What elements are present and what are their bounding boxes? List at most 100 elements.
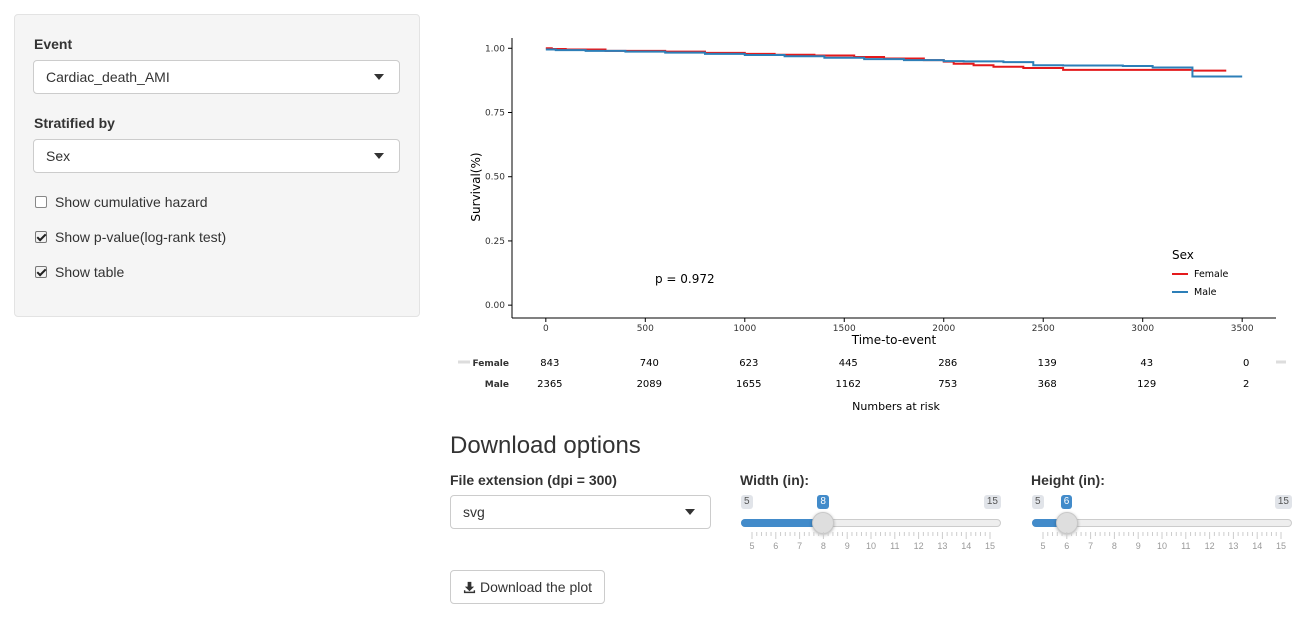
risk-table: Female 843 740 623 445 286 139 43 0 Male 2365 2089 1… bbox=[458, 358, 1286, 390]
width-slider-min: 5 bbox=[741, 495, 753, 509]
pvalue-checkbox[interactable] bbox=[35, 231, 47, 243]
height-slider-max: 15 bbox=[1274, 495, 1292, 509]
x-tick-label: 0 bbox=[543, 324, 549, 334]
download-plot-label: Download the plot bbox=[479, 579, 593, 595]
chevron-down-icon bbox=[374, 74, 384, 80]
download-options-heading: Download options bbox=[450, 432, 641, 459]
event-select[interactable]: Cardiac_death_AMI bbox=[33, 60, 400, 94]
x-tick-label: 3500 bbox=[1231, 324, 1254, 334]
risk-cell: 445 bbox=[839, 358, 858, 369]
event-select-value: Cardiac_death_AMI bbox=[46, 69, 170, 85]
height-slider-handle[interactable] bbox=[1055, 512, 1078, 534]
risk-cell: 623 bbox=[739, 358, 758, 369]
slider-grid-label: 9 bbox=[1136, 541, 1141, 551]
stratified-by-select[interactable]: Sex bbox=[33, 139, 400, 173]
survival-plot: 0.00 0.25 0.50 0.75 1.00 0 500 1000 1500 2000 2500… bbox=[458, 38, 1286, 413]
y-axis-label: Survival(%) bbox=[469, 152, 483, 221]
slider-grid-label: 9 bbox=[845, 541, 850, 551]
slider-grid-label: 11 bbox=[890, 541, 899, 551]
stratified-by-label: Stratified by bbox=[34, 115, 115, 131]
slider-grid-label: 8 bbox=[821, 541, 826, 551]
width-label: Width (in): bbox=[740, 472, 810, 488]
risk-cell: 43 bbox=[1140, 358, 1153, 369]
cumulative-hazard-option[interactable]: Show cumulative hazard bbox=[35, 193, 208, 211]
slider-grid-label: 14 bbox=[1252, 541, 1262, 551]
legend-title: Sex bbox=[1172, 248, 1194, 262]
risk-cell: 2365 bbox=[537, 379, 562, 390]
slider-grid-label: 5 bbox=[749, 541, 754, 551]
risk-cell: 0 bbox=[1243, 358, 1249, 369]
y-tick-label: 0.50 bbox=[485, 173, 505, 183]
height-slider-bar bbox=[1032, 519, 1067, 527]
risk-table-title: Numbers at risk bbox=[852, 400, 940, 413]
slider-grid-label: 6 bbox=[1064, 541, 1069, 551]
y-tick-label: 0.00 bbox=[485, 301, 505, 311]
file-extension-label: File extension (dpi = 300) bbox=[450, 472, 617, 488]
slider-grid-label: 15 bbox=[985, 541, 995, 551]
x-tick-label: 3000 bbox=[1131, 324, 1154, 334]
width-slider-max: 15 bbox=[983, 495, 1001, 509]
legend-label-female: Female bbox=[1194, 269, 1229, 280]
legend-label-male: Male bbox=[1194, 287, 1217, 298]
x-tick-label: 1500 bbox=[833, 324, 856, 334]
slider-grid-label: 13 bbox=[937, 541, 947, 551]
risk-cell: 740 bbox=[640, 358, 659, 369]
pvalue-option[interactable]: Show p-value(log-rank test) bbox=[35, 228, 226, 246]
risk-cell: 1655 bbox=[736, 379, 761, 390]
width-slider-grid: 5 6 7 8 9 10 11 12 13 14 15 bbox=[749, 532, 995, 551]
chevron-down-icon bbox=[685, 509, 695, 515]
risk-cell: 843 bbox=[540, 358, 559, 369]
slider-grid-label: 5 bbox=[1040, 541, 1045, 551]
slider-grid-label: 10 bbox=[866, 541, 876, 551]
x-axis-label: Time-to-event bbox=[851, 333, 937, 347]
height-slider-min: 5 bbox=[1032, 495, 1044, 509]
risk-cell: 286 bbox=[938, 358, 957, 369]
pvalue-annotation: p = 0.972 bbox=[655, 272, 715, 286]
risk-row-label: Female bbox=[472, 359, 509, 369]
height-slider-grid: 5 6 7 8 9 10 11 12 13 14 15 bbox=[1040, 532, 1286, 551]
width-slider[interactable]: 5 15 8 5 6 7 8 9 10 11 12 13 14 15 bbox=[741, 494, 1001, 554]
risk-cell: 368 bbox=[1038, 379, 1057, 390]
file-extension-value: svg bbox=[463, 504, 485, 520]
x-tick-label: 2000 bbox=[932, 324, 955, 334]
risk-cell: 139 bbox=[1038, 358, 1057, 369]
slider-grid-label: 13 bbox=[1228, 541, 1238, 551]
slider-grid-label: 12 bbox=[914, 541, 924, 551]
survival-curve-male bbox=[545, 48, 1243, 78]
slider-grid-label: 12 bbox=[1205, 541, 1215, 551]
slider-grid-label: 6 bbox=[773, 541, 778, 551]
risk-cell: 2089 bbox=[637, 379, 662, 390]
risk-cell: 129 bbox=[1137, 379, 1156, 390]
height-slider[interactable]: 5 15 6 5 6 7 8 9 10 11 12 13 14 15 bbox=[1032, 494, 1292, 554]
y-tick-label: 0.25 bbox=[485, 237, 505, 247]
stratified-by-select-value: Sex bbox=[46, 148, 71, 164]
x-tick-label: 500 bbox=[637, 324, 654, 334]
download-plot-button[interactable]: Download the plot bbox=[450, 570, 605, 604]
show-table-option[interactable]: Show table bbox=[35, 263, 124, 281]
risk-cell: 1162 bbox=[836, 379, 861, 390]
slider-grid-label: 14 bbox=[961, 541, 971, 551]
risk-cell: 753 bbox=[938, 379, 957, 390]
x-tick-label: 2500 bbox=[1032, 324, 1055, 334]
height-slider-value: 6 bbox=[1060, 495, 1073, 509]
height-label: Height (in): bbox=[1031, 472, 1105, 488]
slider-grid-label: 7 bbox=[1088, 541, 1093, 551]
show-table-label: Show table bbox=[55, 264, 125, 280]
sidebar-panel: Event Cardiac_death_AMI Stratified by Se… bbox=[14, 14, 420, 317]
plot-area: 0.00 0.25 0.50 0.75 1.00 0 500 1000 1500 2000 2500… bbox=[485, 38, 1276, 334]
file-extension-select[interactable]: svg bbox=[450, 495, 711, 529]
x-tick-label: 1000 bbox=[733, 324, 756, 334]
width-slider-bar bbox=[741, 519, 824, 527]
show-table-checkbox[interactable] bbox=[35, 266, 47, 278]
cumulative-hazard-checkbox[interactable] bbox=[35, 196, 47, 208]
cumulative-hazard-label: Show cumulative hazard bbox=[55, 194, 208, 210]
download-icon bbox=[463, 581, 476, 593]
width-slider-handle[interactable] bbox=[812, 512, 835, 534]
slider-grid-label: 11 bbox=[1181, 541, 1190, 551]
chevron-down-icon bbox=[374, 153, 384, 159]
slider-grid-label: 15 bbox=[1276, 541, 1286, 551]
y-tick-label: 0.75 bbox=[485, 108, 505, 118]
width-slider-value: 8 bbox=[817, 495, 829, 509]
y-tick-label: 1.00 bbox=[485, 44, 505, 54]
risk-cell: 2 bbox=[1243, 379, 1249, 390]
